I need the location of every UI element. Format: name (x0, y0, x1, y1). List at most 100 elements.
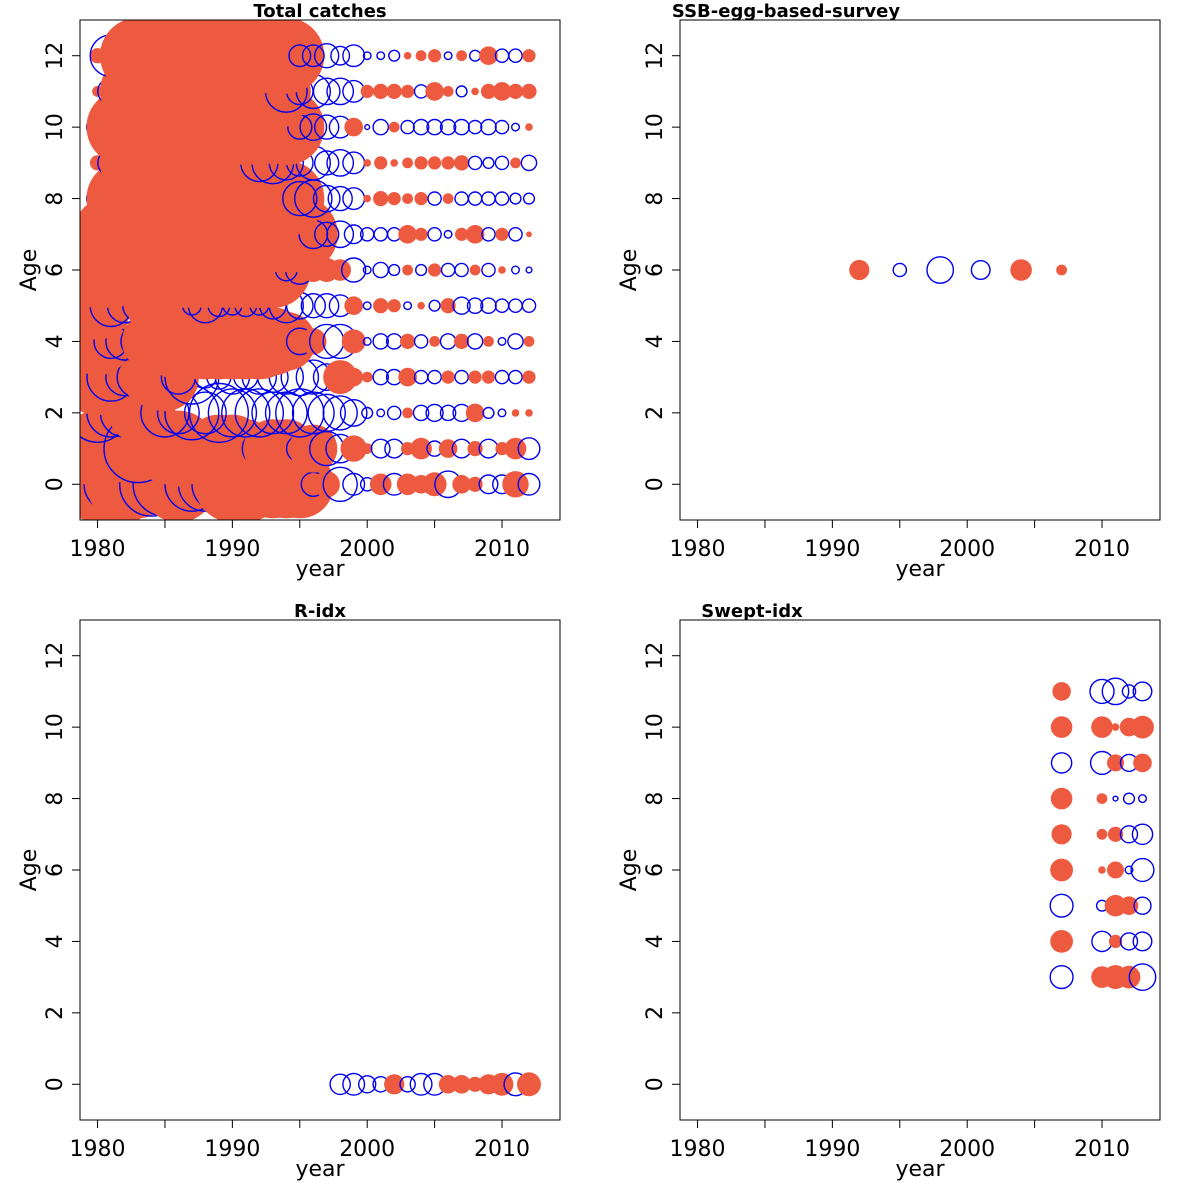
positive-residual-bubble (441, 156, 455, 170)
negative-residual-bubble (362, 301, 372, 311)
y-tick-label: 4 (43, 334, 68, 348)
negative-residual-bubble (1131, 823, 1154, 846)
y-tick-label: 10 (43, 113, 68, 141)
negative-residual-bubble (439, 404, 457, 422)
negative-residual-bubble (415, 263, 428, 277)
x-tick-label: 1980 (670, 537, 726, 562)
negative-residual-bubble (482, 156, 495, 170)
positive-residual-bubble (344, 367, 364, 387)
positive-residual-bubble (1096, 828, 1108, 840)
positive-residual-bubble (1050, 930, 1073, 953)
y-tick-label: 12 (43, 642, 68, 670)
positive-residual-bubble (492, 82, 512, 101)
negative-residual-bubble (412, 118, 430, 136)
positive-residual-bubble (1111, 723, 1120, 731)
negative-residual-bubble (427, 369, 442, 385)
points-group (329, 1072, 541, 1097)
positive-residual-bubble (396, 473, 419, 496)
positive-residual-bubble (410, 437, 432, 460)
positive-residual-bubble (414, 227, 428, 241)
positive-residual-bubble (1010, 259, 1032, 281)
positive-residual-bubble (428, 49, 442, 63)
positive-residual-bubble (1107, 861, 1124, 879)
panel-title: SSB-egg-based-survey (672, 1, 900, 22)
negative-residual-bubble (361, 406, 374, 420)
negative-residual-bubble (313, 43, 340, 69)
x-axis: 1980 1990 2000 2010 (670, 1120, 1130, 1162)
negative-residual-bubble (372, 368, 390, 386)
negative-residual-bubble (494, 119, 510, 135)
positive-residual-bubble (402, 407, 413, 419)
y-tick-label: 10 (643, 113, 668, 141)
positive-residual-bubble (510, 157, 521, 169)
positive-residual-bubble (456, 50, 467, 62)
positive-residual-bubble (1107, 754, 1124, 772)
negative-residual-bubble (517, 472, 541, 496)
negative-residual-bubble (301, 44, 325, 68)
negative-residual-bubble (467, 119, 483, 135)
negative-residual-bubble (400, 119, 415, 135)
x-tick-label: 2010 (1074, 1137, 1130, 1162)
negative-residual-bubble (326, 77, 355, 106)
positive-residual-bubble (454, 333, 470, 349)
negative-residual-bubble (481, 262, 496, 278)
positive-residual-bubble (402, 157, 413, 169)
positive-residual-bubble (1108, 934, 1123, 948)
positive-residual-bubble (323, 360, 358, 395)
positive-residual-bubble (398, 367, 417, 387)
points-group (80, 20, 541, 520)
y-tick-label: 6 (43, 863, 68, 877)
y-tick-label: 0 (643, 477, 668, 491)
positive-residual-bubble (390, 159, 399, 167)
positive-residual-bubble (523, 336, 535, 347)
x-tick-label: 1980 (70, 1137, 126, 1162)
negative-residual-bubble (454, 262, 469, 278)
positive-residual-bubble (388, 121, 400, 133)
x-axis-label: year (895, 557, 945, 582)
positive-residual-bubble (402, 193, 413, 205)
negative-residual-bubble (452, 296, 471, 315)
positive-residual-bubble (1050, 858, 1073, 882)
negative-residual-bubble (1119, 932, 1139, 951)
negative-residual-bubble (497, 336, 507, 346)
negative-residual-bubble (1122, 792, 1136, 805)
y-tick-label: 8 (43, 792, 68, 806)
positive-residual-bubble (344, 117, 364, 137)
x-tick-label: 2010 (474, 1137, 530, 1162)
negative-residual-bubble (339, 398, 368, 427)
negative-residual-bubble (428, 299, 441, 312)
negative-residual-bubble (1133, 896, 1152, 915)
negative-residual-bubble (386, 405, 402, 421)
positive-residual-bubble (517, 1072, 541, 1097)
positive-residual-bubble (502, 471, 529, 498)
negative-residual-bubble (427, 191, 442, 206)
y-axis-label: Age (617, 849, 642, 892)
negative-residual-bubble (313, 293, 340, 319)
positive-residual-bubble (387, 299, 401, 313)
negative-residual-bubble (388, 49, 401, 62)
negative-residual-bubble (313, 221, 340, 248)
positive-residual-bubble (465, 225, 485, 244)
points-group (849, 256, 1067, 284)
y-tick-label: 8 (643, 792, 668, 806)
positive-residual-bubble (300, 328, 327, 355)
positive-residual-bubble (442, 86, 454, 97)
negative-residual-bubble (264, 391, 308, 435)
positive-residual-bubble (341, 329, 366, 354)
positive-residual-bubble (1096, 793, 1108, 804)
y-tick-label: 0 (643, 1077, 668, 1091)
positive-residual-bubble (313, 471, 340, 498)
positive-residual-bubble (438, 1075, 458, 1094)
negative-residual-bubble (341, 257, 367, 283)
panel-title: Swept-idx (701, 601, 803, 622)
negative-residual-bubble (482, 406, 495, 420)
negative-residual-bubble (207, 388, 258, 438)
y-tick-label: 4 (643, 334, 668, 348)
negative-residual-bubble (517, 437, 541, 461)
negative-residual-bubble (511, 122, 521, 132)
negative-residual-bubble (300, 293, 327, 319)
positive-residual-bubble (465, 403, 485, 423)
negative-residual-bubble (511, 265, 521, 275)
positive-residual-bubble (479, 46, 498, 65)
